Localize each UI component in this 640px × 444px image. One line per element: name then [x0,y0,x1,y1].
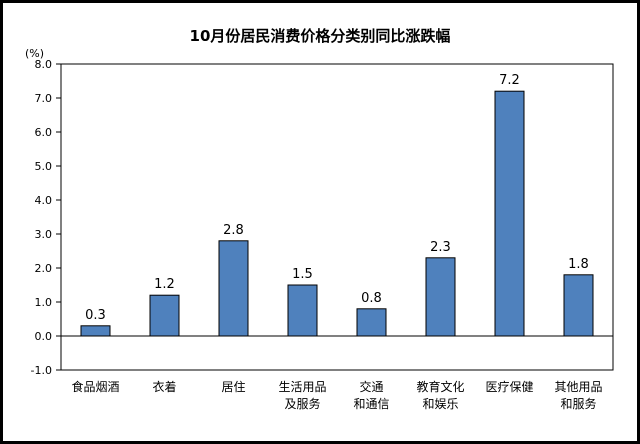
y-tick-label: 2.0 [35,262,53,275]
y-tick-label: -1.0 [31,364,52,377]
y-tick-label: 3.0 [35,228,53,241]
plot-area-border [60,63,614,371]
y-tick-label: 8.0 [35,58,53,71]
y-tick-label: 4.0 [35,194,53,207]
data-label: 0.8 [361,291,382,306]
data-label: 1.8 [568,257,589,272]
x-category-label: 衣着 [152,379,176,394]
x-category-label: 和服务 [560,396,596,411]
x-category-label: 其他用品 [554,380,602,394]
y-tick-label: 7.0 [35,92,53,105]
bar [218,240,249,337]
bar [494,90,525,337]
y-axis-unit: (%) [25,47,45,60]
x-category-label: 食品烟酒 [71,379,119,394]
data-label: 7.2 [499,73,520,88]
chart-title: 10月份居民消费价格分类别同比涨跌幅 [189,27,451,45]
data-label: 1.2 [154,277,175,292]
bar [563,274,594,337]
bar [149,294,180,337]
data-label: 1.5 [292,267,313,282]
data-label: 0.3 [85,308,106,323]
x-category-label: 交通 [359,379,383,394]
y-tick-label: 1.0 [35,296,53,309]
x-category-label: 居住 [221,380,245,394]
y-tick-label: 5.0 [35,160,53,173]
bar-chart: 8.0 7.0 6.0 5.0 4.0 3.0 2.0 1.0 0.0 -1.0 0.3 食品烟酒 1.… [31,58,614,411]
x-category-label: 和娱乐 [422,397,458,411]
x-category-label: 生活用品 [278,380,326,394]
x-category-label: 及服务 [284,396,320,411]
data-label: 2.8 [223,223,244,238]
bar [425,257,456,337]
bar [287,284,318,337]
bar [356,308,387,337]
y-tick-label: 6.0 [35,126,53,139]
x-category-label: 医疗保健 [485,380,533,394]
x-category-label: 教育文化 [416,379,464,394]
x-category-label: 和通信 [353,397,389,411]
data-label: 2.3 [430,240,451,255]
y-tick-label: 0.0 [35,330,53,343]
bar [80,325,111,337]
